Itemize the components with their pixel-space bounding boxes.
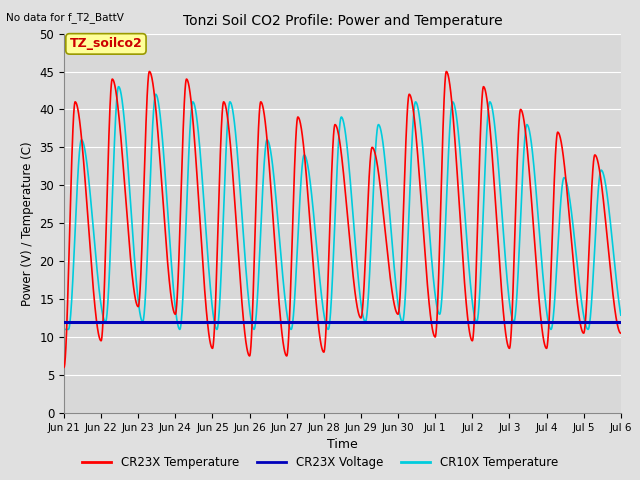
Title: Tonzi Soil CO2 Profile: Power and Temperature: Tonzi Soil CO2 Profile: Power and Temper… xyxy=(182,14,502,28)
Text: No data for f_T2_BattV: No data for f_T2_BattV xyxy=(6,12,124,23)
Legend: CR23X Temperature, CR23X Voltage, CR10X Temperature: CR23X Temperature, CR23X Voltage, CR10X … xyxy=(77,452,563,474)
Text: TZ_soilco2: TZ_soilco2 xyxy=(70,37,142,50)
X-axis label: Time: Time xyxy=(327,438,358,451)
Y-axis label: Power (V) / Temperature (C): Power (V) / Temperature (C) xyxy=(21,141,34,305)
